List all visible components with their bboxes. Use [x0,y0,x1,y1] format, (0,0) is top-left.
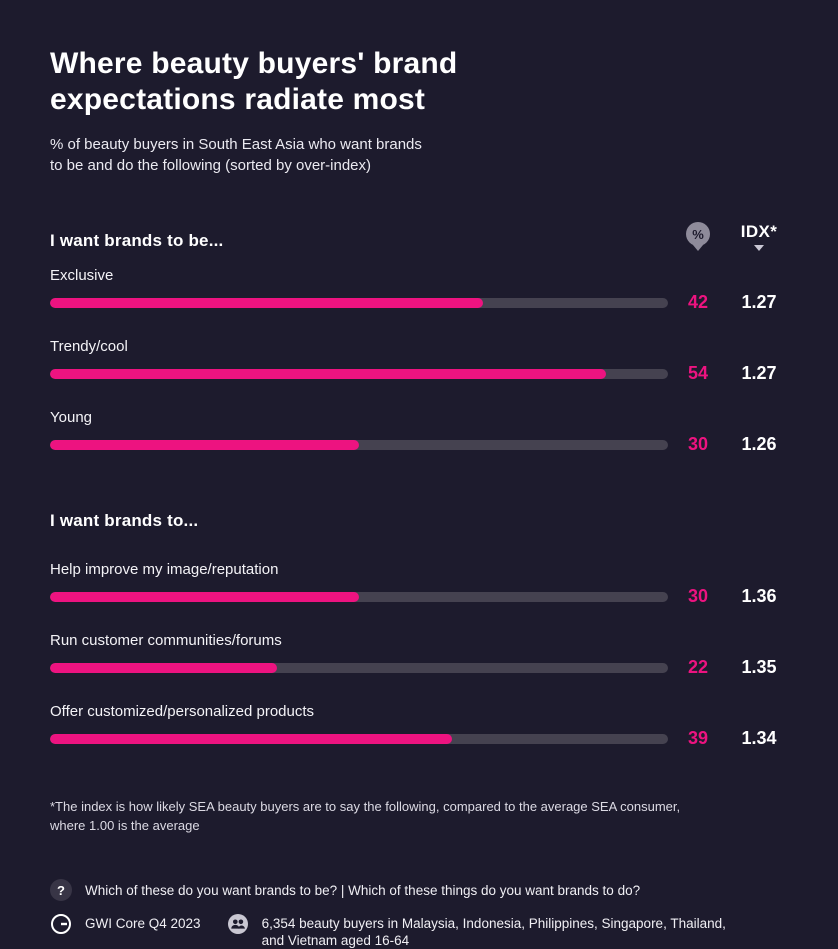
subtitle-line-1: % of beauty buyers in South East Asia wh… [50,136,422,153]
bar-track [50,368,668,379]
bar-row: Trendy/cool 54 1.27 [50,338,790,384]
group-header: I want brands to... [50,511,790,531]
index-footnote: *The index is how likely SEA beauty buye… [50,797,790,835]
audience-line-2: and Vietnam aged 16-64 [261,933,410,948]
bar-value: 42 [687,292,709,312]
bar-fill [50,439,359,450]
footnote-line-2: where 1.00 is the average [50,818,200,833]
percent-column-header: % [668,222,728,251]
source-text: GWI Core Q4 2023 [85,916,201,931]
survey-question-text: Which of these do you want brands to be?… [85,882,641,898]
footer: ? Which of these do you want brands to b… [50,879,790,949]
survey-question-row: ? Which of these do you want brands to b… [50,879,790,901]
column-headers: % IDX* [668,222,790,251]
bar-value: 22 [687,657,709,677]
bar-track [50,297,668,308]
footnote-line-1: *The index is how likely SEA beauty buye… [50,799,681,814]
audience-text: 6,354 beauty buyers in Malaysia, Indones… [262,915,726,949]
group-title: I want brands to... [50,511,199,530]
idx-column-label: IDX* [740,222,778,241]
bar-label: Offer customized/personalized products [50,703,315,720]
percent-icon-tail [693,245,703,251]
idx-column-header: IDX* [728,222,790,251]
bar-fill [50,297,483,308]
bar-index: 1.35 [741,657,777,677]
bar-fill [50,368,607,379]
audience-icon [227,913,249,935]
bar-index: 1.27 [741,292,777,312]
bar-label: Young [50,409,92,426]
bar-row: Exclusive 42 1.27 [50,267,790,313]
bar-fill [50,662,277,673]
bar-index: 1.26 [741,434,777,454]
bar-label: Help improve my image/reputation [50,561,279,578]
bar-row: Run customer communities/forums 22 1.35 [50,632,790,678]
bar-label: Run customer communities/forums [50,632,282,649]
gwi-logo [50,913,72,935]
subtitle-line-2: to be and do the following (sorted by ov… [50,157,372,174]
bar-value: 54 [687,363,709,383]
group-title: I want brands to be... [50,231,224,250]
bar-track [50,591,668,602]
bar-value: 39 [687,728,709,748]
sort-arrow-icon [754,245,764,251]
bar-index: 1.36 [741,586,777,606]
bar-index: 1.27 [741,363,777,383]
bar-row: Help improve my image/reputation 30 1.36 [50,561,790,607]
bar-fill [50,733,452,744]
bar-track [50,439,668,450]
bar-value: 30 [687,434,709,454]
bar-fill [50,591,359,602]
group-brands-to-do: I want brands to... Help improve my imag… [50,511,790,749]
bar-index: 1.34 [741,728,777,748]
bar-value: 30 [687,586,709,606]
title-line-2: expectations radiate most [50,83,426,116]
audience-line-1: 6,354 beauty buyers in Malaysia, Indones… [261,916,726,931]
bar-row: Young 30 1.26 [50,409,790,455]
page-subtitle: % of beauty buyers in South East Asia wh… [50,134,790,176]
title-line-1: Where beauty buyers' brand [50,47,458,80]
question-icon: ? [50,879,72,901]
bar-track [50,733,668,744]
bar-label: Trendy/cool [50,338,128,355]
group-header: I want brands to be... % IDX* [50,222,790,251]
bar-track [50,662,668,673]
bar-label: Exclusive [50,267,114,284]
bar-row: Offer customized/personalized products 3… [50,703,790,749]
source-row: GWI Core Q4 2023 6,354 beauty buyers in … [50,913,790,949]
infographic: Where beauty buyers' brand expectations … [50,46,790,949]
page-title: Where beauty buyers' brand expectations … [50,46,790,118]
percent-icon: % [686,222,710,246]
group-brands-to-be: I want brands to be... % IDX* Exclusive … [50,222,790,455]
